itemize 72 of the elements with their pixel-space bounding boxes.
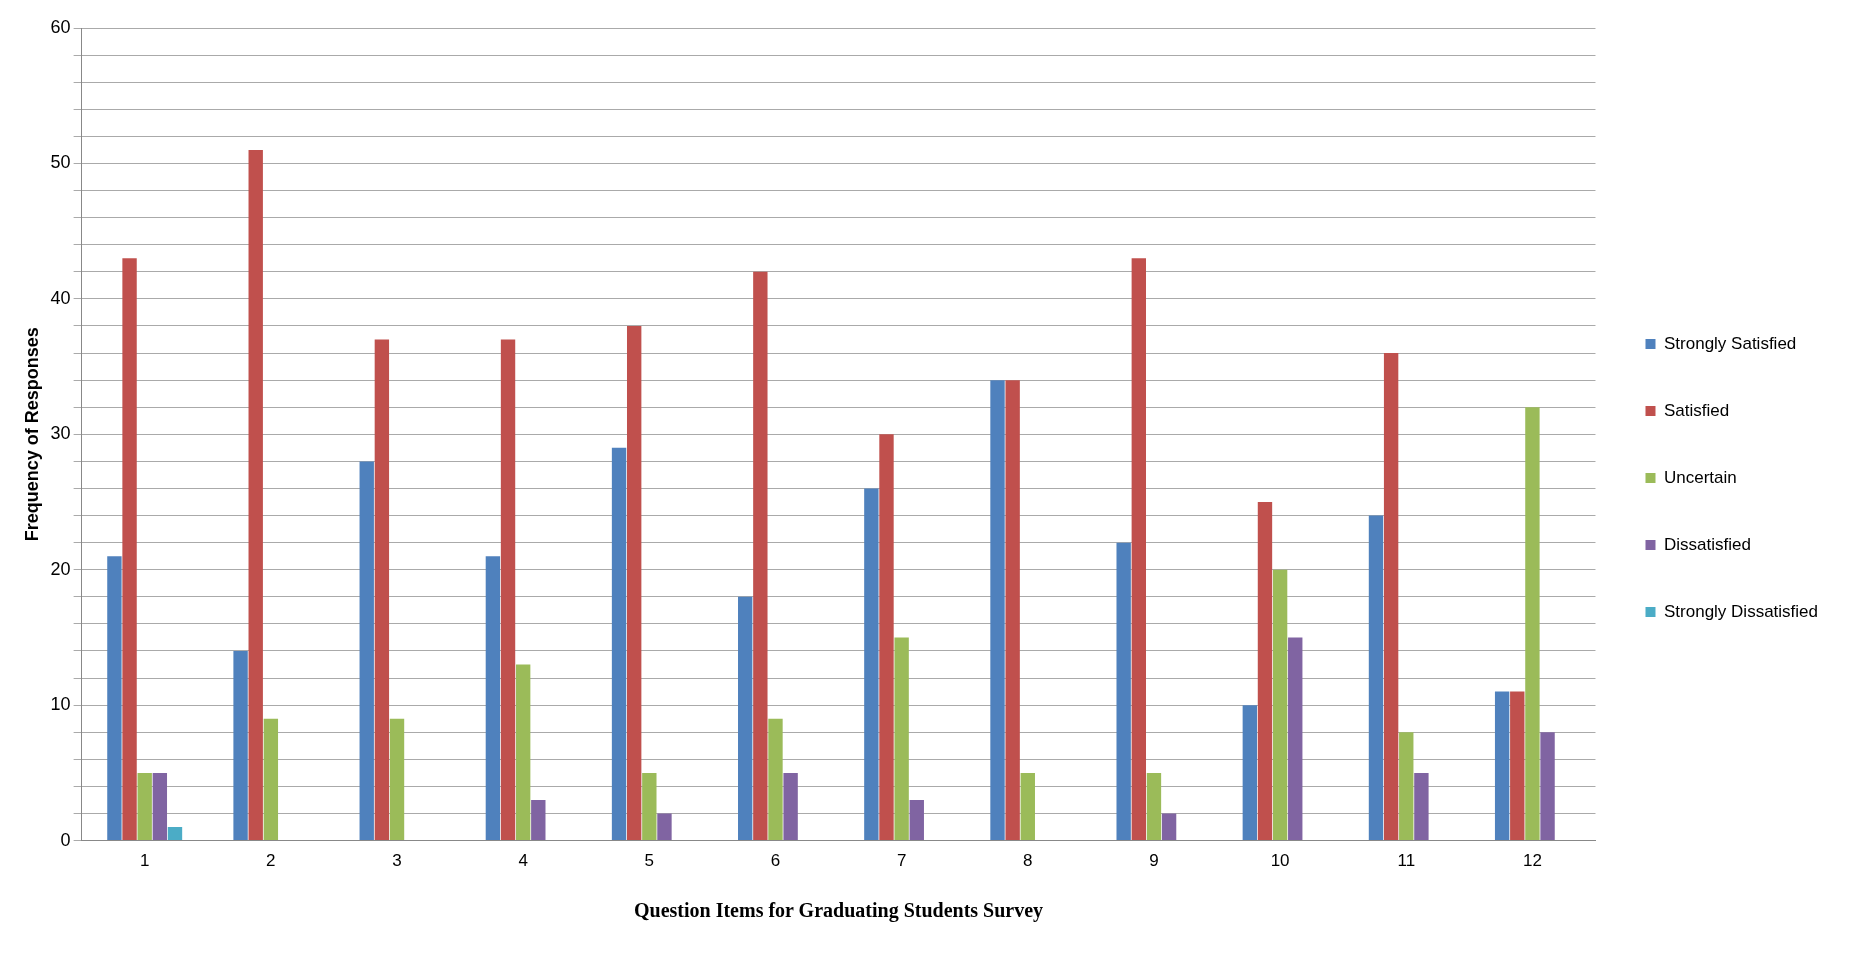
- y-tick-label: 50: [50, 152, 71, 173]
- y-tick-label: 0: [60, 829, 71, 850]
- bar: [500, 339, 516, 841]
- bar: [1131, 258, 1146, 841]
- bar: [1414, 772, 1429, 841]
- x-tick-label: 10: [1270, 851, 1290, 871]
- bar: [909, 799, 924, 841]
- x-tick-label: 12: [1522, 851, 1542, 871]
- bar: [990, 380, 1005, 841]
- bar: [627, 325, 642, 841]
- x-tick-label: 3: [392, 851, 402, 871]
- bar: [879, 434, 894, 841]
- x-tick-label: 5: [644, 851, 655, 871]
- bar: [738, 596, 753, 841]
- bar: [248, 149, 263, 841]
- x-tick-label: 9: [1149, 851, 1159, 871]
- bar: [1161, 813, 1177, 841]
- bar: [611, 447, 627, 841]
- bar: [1525, 407, 1540, 841]
- bar: [359, 461, 374, 841]
- bar: [137, 772, 152, 841]
- bar: [864, 488, 879, 841]
- bar: [1368, 515, 1384, 841]
- legend-label: Uncertain: [1664, 467, 1737, 487]
- y-tick-label: 30: [50, 423, 71, 444]
- bar: [233, 650, 248, 841]
- bar: [894, 637, 909, 841]
- bar: [657, 813, 672, 841]
- bar: [1383, 353, 1399, 841]
- legend-label: Dissatisfied: [1664, 534, 1751, 554]
- x-axis-title: Question Items for Graduating Students Survey: [634, 899, 1044, 923]
- x-tick-label: 6: [770, 851, 781, 871]
- bar: [753, 271, 768, 841]
- bar: [167, 827, 183, 841]
- bar: [1494, 691, 1510, 841]
- bar: [1540, 732, 1555, 841]
- bar: [1116, 542, 1131, 841]
- y-tick-label: 60: [50, 16, 71, 37]
- bar: [783, 772, 798, 841]
- bar: [389, 718, 405, 841]
- bar: [122, 258, 137, 841]
- bar: [1510, 691, 1525, 841]
- bar: [485, 556, 501, 841]
- x-tick-label: 8: [1023, 851, 1033, 871]
- bar: [263, 718, 279, 841]
- bar: [107, 556, 122, 841]
- x-tick-label: 4: [518, 851, 528, 871]
- bar: [1020, 772, 1035, 841]
- bar: [1146, 772, 1162, 841]
- y-tick-label: 20: [50, 558, 71, 579]
- legend-label: Satisfied: [1664, 400, 1730, 420]
- bar: [1242, 705, 1258, 841]
- legend-label: Strongly Satisfied: [1664, 333, 1797, 353]
- bar: [1272, 569, 1288, 841]
- bar: [1288, 637, 1303, 841]
- bar: [374, 339, 390, 841]
- legend-label: Strongly Dissatisfied: [1664, 601, 1819, 621]
- x-tick-label: 2: [266, 851, 276, 871]
- y-tick-label: 40: [50, 287, 71, 308]
- bar: [152, 772, 168, 841]
- bar: [1399, 732, 1414, 841]
- x-tick-label: 7: [896, 851, 907, 871]
- bar: [515, 664, 531, 841]
- y-tick-label: 10: [50, 694, 71, 715]
- bar: [1257, 502, 1273, 841]
- y-axis-title: Frequency of Responses: [21, 327, 42, 542]
- bar: [531, 799, 546, 841]
- bar: [768, 718, 783, 841]
- bar: [642, 772, 657, 841]
- bar: [1005, 380, 1020, 841]
- x-tick-label: 11: [1397, 851, 1416, 871]
- x-tick-label: 1: [139, 851, 150, 871]
